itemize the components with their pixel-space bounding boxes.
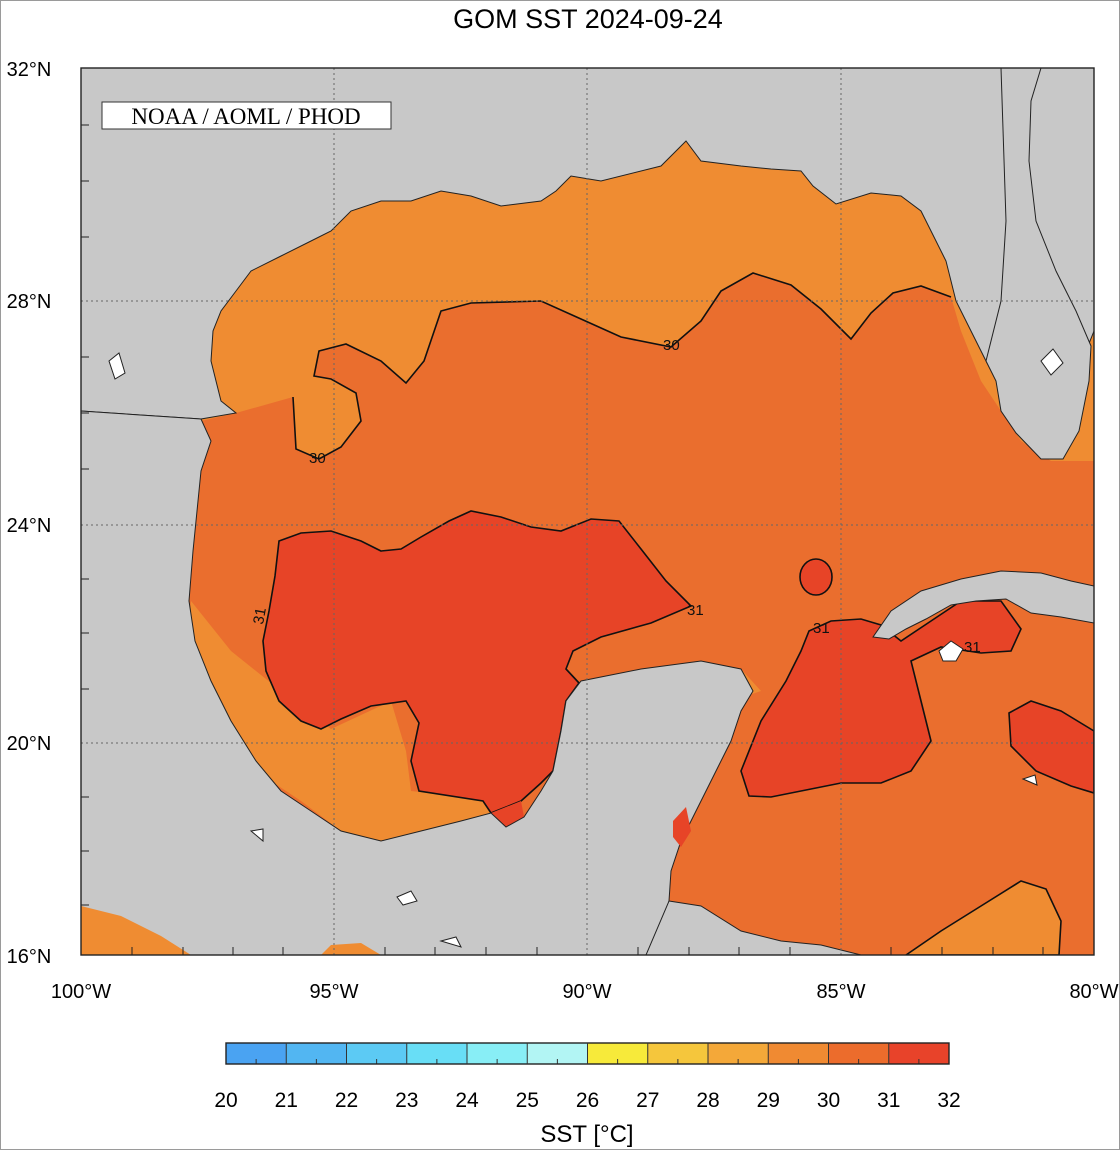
land-isla-juventud	[938, 640, 964, 662]
plot-border	[80, 67, 1095, 956]
axis-ticks	[81, 124, 1044, 955]
contour-label-31-b: 31	[813, 620, 830, 637]
map-plot-area: 30 30 31 31 31 31 NOAA / AOML / PHOD	[81, 68, 1094, 955]
grid-lines	[81, 68, 1094, 955]
colorbar-segment	[768, 1043, 829, 1064]
colorbar-segment	[527, 1043, 588, 1064]
colorbar-tick-label: 24	[455, 1089, 479, 1112]
credit-box	[101, 101, 392, 130]
lat-label-20n: 20°N	[7, 733, 52, 755]
contour-label-31-d: 31	[250, 606, 270, 625]
colorbar-tick-label: 30	[817, 1089, 840, 1112]
land-cuba	[872, 570, 1094, 640]
lon-label-95w: 95°W	[309, 981, 358, 1003]
colorbar-segment	[708, 1043, 769, 1064]
colorbar-segment	[828, 1043, 890, 1064]
land-island-1	[108, 352, 126, 380]
sst-region-se-cool	[904, 880, 1062, 955]
sst-region-caribbean-31	[740, 600, 1022, 798]
colorbar-tick-label: 26	[576, 1089, 599, 1112]
land-florida	[985, 68, 1092, 460]
colorbar-segment	[226, 1043, 287, 1064]
contour-30-yucatan	[565, 668, 580, 684]
land-lake-okeechobee	[1040, 348, 1064, 376]
colorbar-tick-label: 32	[937, 1089, 960, 1112]
colorbar-tick-label: 31	[877, 1089, 900, 1112]
colorbar-tick-label: 27	[636, 1089, 659, 1112]
lon-label-80w: 80°W	[1069, 981, 1118, 1003]
colorbar-segment	[587, 1043, 649, 1064]
colorbar-segment	[346, 1043, 408, 1064]
lon-label-90w: 90°W	[562, 981, 611, 1003]
colorbar-segment	[406, 1043, 468, 1064]
lat-label-24n: 24°N	[7, 515, 52, 537]
colorbar-tick-label: 21	[275, 1089, 298, 1112]
lat-label-32n: 32°N	[7, 59, 52, 81]
colorbar-tick-label: 29	[757, 1089, 780, 1112]
colorbar-title: SST [°C]	[540, 1121, 633, 1148]
sst-eddy-31	[799, 558, 833, 596]
land-island-3	[249, 828, 264, 843]
colorbar-segment	[467, 1043, 528, 1064]
colorbar-tick-label: 25	[516, 1089, 539, 1112]
colorbar-tick-label: 20	[214, 1089, 237, 1112]
lat-label-28n: 28°N	[7, 291, 52, 313]
colorbar-tick-label: 23	[395, 1089, 418, 1112]
contour-label-31-a: 31	[687, 602, 704, 619]
sst-region-yucatan-shelf	[181, 601, 501, 841]
land-island-5	[1021, 774, 1038, 786]
colorbar: 20 21 22 23 24 25 26 27 28 29 30 31 32	[214, 1042, 961, 1112]
colorbar-segment	[647, 1043, 709, 1064]
land-belize-cay	[673, 807, 691, 847]
lat-label-16n: 16°N	[7, 946, 52, 968]
land-central-america	[645, 900, 862, 955]
contour-label-31-c: 31	[964, 639, 981, 656]
contour-label-30-a: 30	[663, 337, 680, 354]
land-island-2	[396, 890, 418, 906]
figure-title: GOM SST 2024-09-24	[453, 4, 723, 34]
colorbar-tick-label: 28	[696, 1089, 719, 1112]
contour-label-30-b: 30	[309, 450, 326, 467]
lon-label-100w: 100°W	[51, 981, 111, 1003]
colorbar-segment	[888, 1043, 950, 1064]
sst-region-south-pacific-strip	[81, 906, 191, 955]
lon-label-85w: 85°W	[816, 981, 865, 1003]
sst-region-east-caribbean-31	[1008, 700, 1094, 794]
credit-label: NOAA / AOML / PHOD	[131, 104, 360, 129]
colorbar-segment	[286, 1043, 347, 1064]
contour-30-north	[292, 272, 952, 460]
sst-region-south-bottom	[321, 943, 381, 955]
land-island-4	[439, 936, 462, 948]
colorbar-tick-label: 22	[335, 1089, 358, 1112]
